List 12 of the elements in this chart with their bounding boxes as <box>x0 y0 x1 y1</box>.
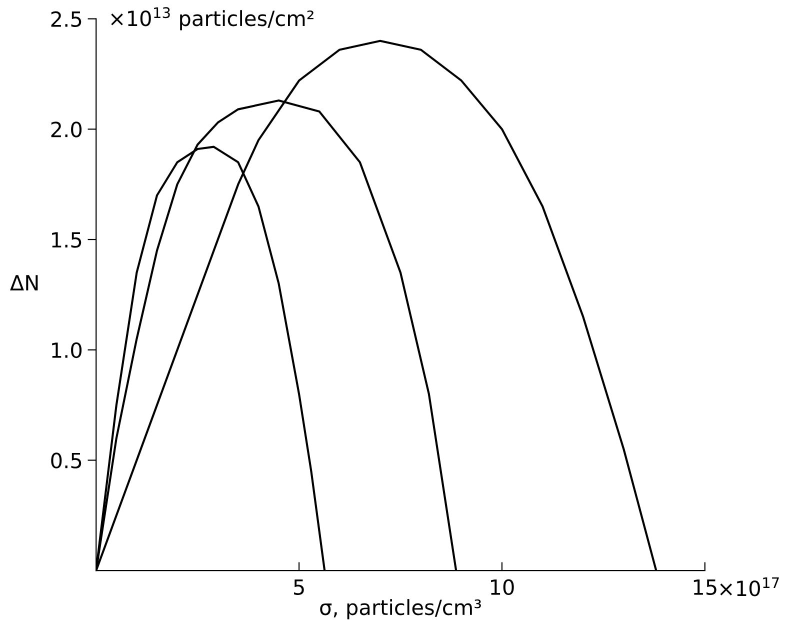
y-axis-title: ΔN <box>10 275 38 290</box>
x-tick-label: 5 <box>294 580 304 596</box>
text: ×10$^{17}$ <box>720 577 779 596</box>
y-tick-label: 2.0 <box>51 122 82 138</box>
y-tick-label: 1.5 <box>52 232 82 248</box>
y-tick-label: 0.5 <box>51 452 82 468</box>
y-tick-label: 1.0 <box>52 342 82 358</box>
annotation: ×10$^{13}$ particles/cm² <box>111 7 314 30</box>
x-tick-label: 10 <box>490 579 514 596</box>
x-tick-label: 15 <box>694 580 716 596</box>
x-axis-title: σ, particles/cm³ <box>320 599 481 620</box>
y-tick-label: 2.5 <box>51 11 82 28</box>
